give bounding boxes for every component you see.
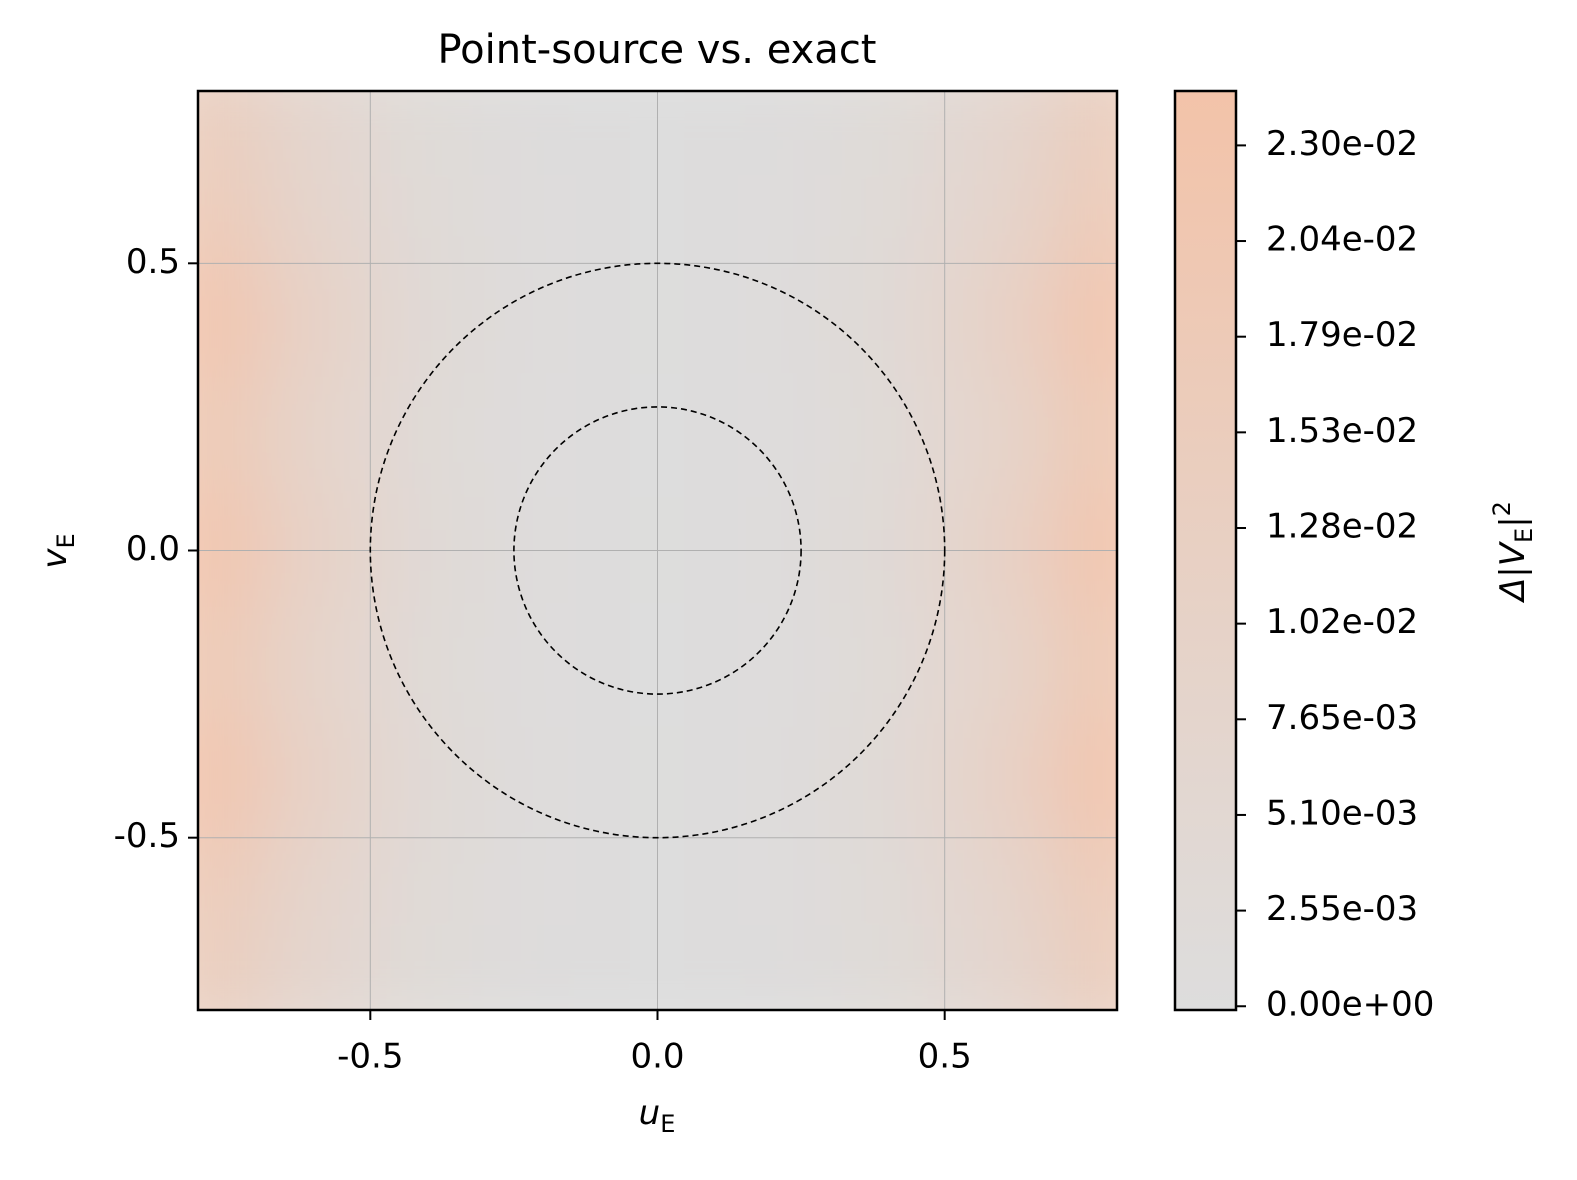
heatmap-cell xyxy=(484,952,601,1010)
colorbar-tick-label: 2.55e-03 xyxy=(1266,889,1418,929)
heatmap-cell xyxy=(369,722,486,839)
colorbar-tick-label: 1.79e-02 xyxy=(1266,315,1418,355)
x-tick-label: 0.0 xyxy=(630,1037,684,1077)
heatmap-cell xyxy=(254,722,371,839)
heatmap-cell xyxy=(1059,722,1117,839)
colorbar xyxy=(1173,89,1238,1012)
x-tick-label: -0.5 xyxy=(337,1037,403,1077)
heatmap-cell xyxy=(1059,607,1117,724)
heatmap-cell xyxy=(714,91,831,149)
overlay: -0.5 0.0 0.5 -0.5 0.0 0.5 0.00e+00 2.55e-03 5.10… xyxy=(114,89,1434,1077)
heatmap-cell xyxy=(714,952,831,1010)
heatmap-cell xyxy=(714,262,831,379)
colorbar-tick-label: 2.04e-02 xyxy=(1266,220,1418,260)
y-tick-label: 0.0 xyxy=(126,529,180,569)
heatmap-cell xyxy=(369,262,486,379)
heatmap-cell xyxy=(254,952,371,1010)
heatmap-cell xyxy=(369,837,486,954)
y-tick-label: 0.5 xyxy=(126,242,180,282)
heatmap-cell xyxy=(254,91,371,149)
heatmap-cell xyxy=(254,147,371,264)
reference-circle xyxy=(369,262,946,839)
heatmap-cell xyxy=(944,722,1061,839)
colorbar-tick-label: 1.53e-02 xyxy=(1266,411,1418,451)
heatmap-cell xyxy=(198,607,256,724)
heatmap-cell xyxy=(369,91,486,149)
heatmap-cell xyxy=(369,147,486,264)
heatmap-cell xyxy=(944,147,1061,264)
heatmap-cell xyxy=(944,607,1061,724)
heatmap-cell xyxy=(484,91,601,149)
heatmap-cell xyxy=(714,607,831,724)
heatmap-cell xyxy=(254,607,371,724)
chart-title: Point-source vs. exact xyxy=(437,27,876,73)
x-tick-label: 0.5 xyxy=(918,1037,972,1077)
y-axis-label: vE xyxy=(35,533,80,568)
heatmap-cell xyxy=(944,952,1061,1010)
colorbar-tick-label: 1.28e-02 xyxy=(1266,506,1418,546)
heatmap-cell xyxy=(198,837,256,954)
heatmap-cell xyxy=(1059,377,1117,494)
heatmap-cell xyxy=(198,91,256,149)
colorbar-tick-label: 0.00e+00 xyxy=(1266,985,1434,1025)
heatmap-cell xyxy=(369,607,486,724)
heatmap-cell xyxy=(1059,91,1117,149)
heatmap-cell xyxy=(484,722,601,839)
heatmap-cell xyxy=(944,837,1061,954)
heatmap-cell xyxy=(198,952,256,1010)
heatmap-cell xyxy=(829,722,946,839)
heatmap-cell xyxy=(1059,837,1117,954)
colorbar-tick-label: 1.02e-02 xyxy=(1266,602,1418,642)
heatmap-cell xyxy=(484,377,601,494)
heatmap-cell xyxy=(484,837,601,954)
heatmap-cell xyxy=(198,722,256,839)
colorbar-label: Δ|VE|2 xyxy=(1488,501,1538,604)
colorbar-tick-label: 7.65e-03 xyxy=(1266,698,1418,738)
heatmap-cell xyxy=(714,722,831,839)
heatmap-cell xyxy=(254,377,371,494)
heatmap-cell xyxy=(829,91,946,149)
heatmap-cell xyxy=(254,262,371,379)
colorbar-tick-label: 2.30e-02 xyxy=(1266,124,1418,164)
heatmap-cell xyxy=(714,147,831,264)
heatmap-cell xyxy=(1059,147,1117,264)
heatmap-cell xyxy=(829,952,946,1010)
heatmap-cell xyxy=(714,377,831,494)
heatmap-cell xyxy=(484,147,601,264)
heatmap-cell xyxy=(714,837,831,954)
x-axis-label: uE xyxy=(639,1093,676,1138)
heatmap-cell xyxy=(944,91,1061,149)
heatmap-cell xyxy=(369,952,486,1010)
heatmap-cell xyxy=(484,607,601,724)
y-tick-label: -0.5 xyxy=(114,816,180,856)
heatmap-cell xyxy=(944,377,1061,494)
heatmap-cell xyxy=(254,837,371,954)
heatmap-cell xyxy=(484,262,601,379)
heatmap-cell xyxy=(198,262,256,379)
heatmap-cell xyxy=(944,262,1061,379)
heatmap-cell xyxy=(1059,952,1117,1010)
heatmap-cell xyxy=(198,147,256,264)
heatmap-cell xyxy=(829,837,946,954)
heatmap-cell xyxy=(829,262,946,379)
heatmap-cell xyxy=(829,147,946,264)
heatmap-cell xyxy=(1059,262,1117,379)
heatmap-cell xyxy=(198,377,256,494)
reference-circle xyxy=(513,406,802,695)
heatmap-cell xyxy=(829,377,946,494)
heatmap-cell xyxy=(829,607,946,724)
heatmap-cell xyxy=(369,377,486,494)
colorbar-tick-label: 5.10e-03 xyxy=(1266,793,1418,833)
